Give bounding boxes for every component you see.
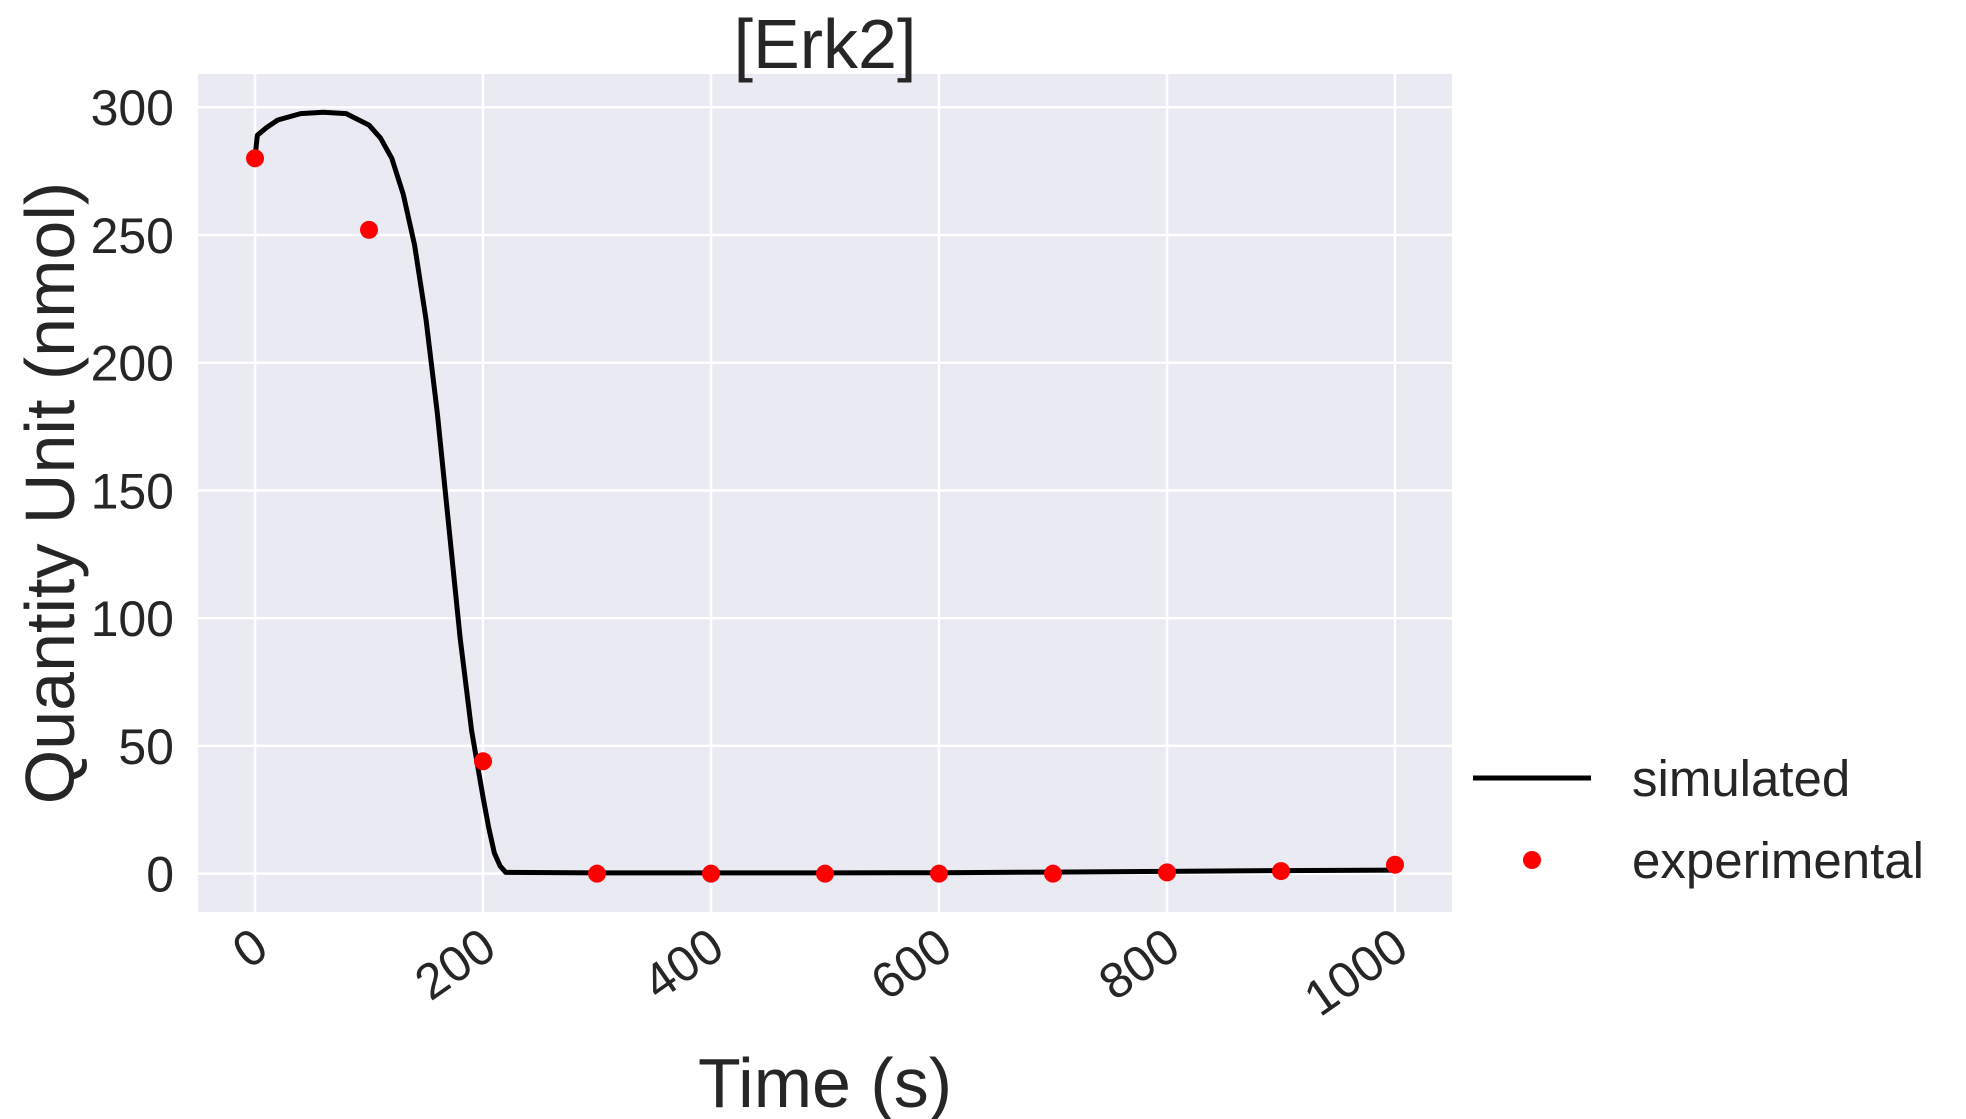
grid <box>198 74 1452 912</box>
y-tick-label: 0 <box>146 847 174 903</box>
data-point-experimental <box>588 864 606 883</box>
legend-label-experimental: experimental <box>1632 832 1924 889</box>
y-tick-label: 50 <box>118 719 174 775</box>
data-point-experimental <box>1158 863 1176 882</box>
data-point-experimental <box>1044 864 1062 883</box>
data-point-experimental <box>1272 862 1290 881</box>
y-tick-label: 300 <box>91 80 174 136</box>
data-point-experimental <box>930 864 948 883</box>
y-tick-label: 100 <box>91 591 174 647</box>
x-axis-label: Time (s) <box>698 1044 952 1119</box>
x-tick-label: 1000 <box>1294 917 1417 1027</box>
x-tick-label: 400 <box>633 917 733 1011</box>
x-tick-label: 600 <box>861 917 961 1011</box>
y-tick-label: 200 <box>91 336 174 392</box>
y-axis-label: Quantity Unit (nmol) <box>11 182 89 804</box>
x-tick-label: 800 <box>1089 917 1189 1011</box>
legend-label-simulated: simulated <box>1632 750 1850 807</box>
legend-marker-experimental <box>1523 851 1541 869</box>
x-tick-label: 200 <box>405 917 505 1011</box>
x-tick-labels: 0 200 400 600 800 1000 <box>222 917 1417 1027</box>
data-point-experimental <box>360 220 378 239</box>
data-point-experimental <box>702 864 720 883</box>
y-tick-labels: 0 50 100 150 200 250 300 <box>91 80 174 902</box>
legend: simulated experimental <box>1473 750 1924 889</box>
data-point-experimental <box>246 149 264 168</box>
chart-title: [Erk2] <box>734 5 917 83</box>
plot-area <box>198 74 1452 912</box>
series-line-simulated <box>252 109 1396 876</box>
data-point-experimental <box>816 864 834 883</box>
data-point-experimental <box>474 752 492 771</box>
x-tick-label: 0 <box>222 917 277 979</box>
series-layer <box>246 109 1404 883</box>
y-tick-label: 250 <box>91 208 174 264</box>
y-tick-label: 150 <box>91 463 174 519</box>
data-point-experimental <box>1386 855 1404 874</box>
